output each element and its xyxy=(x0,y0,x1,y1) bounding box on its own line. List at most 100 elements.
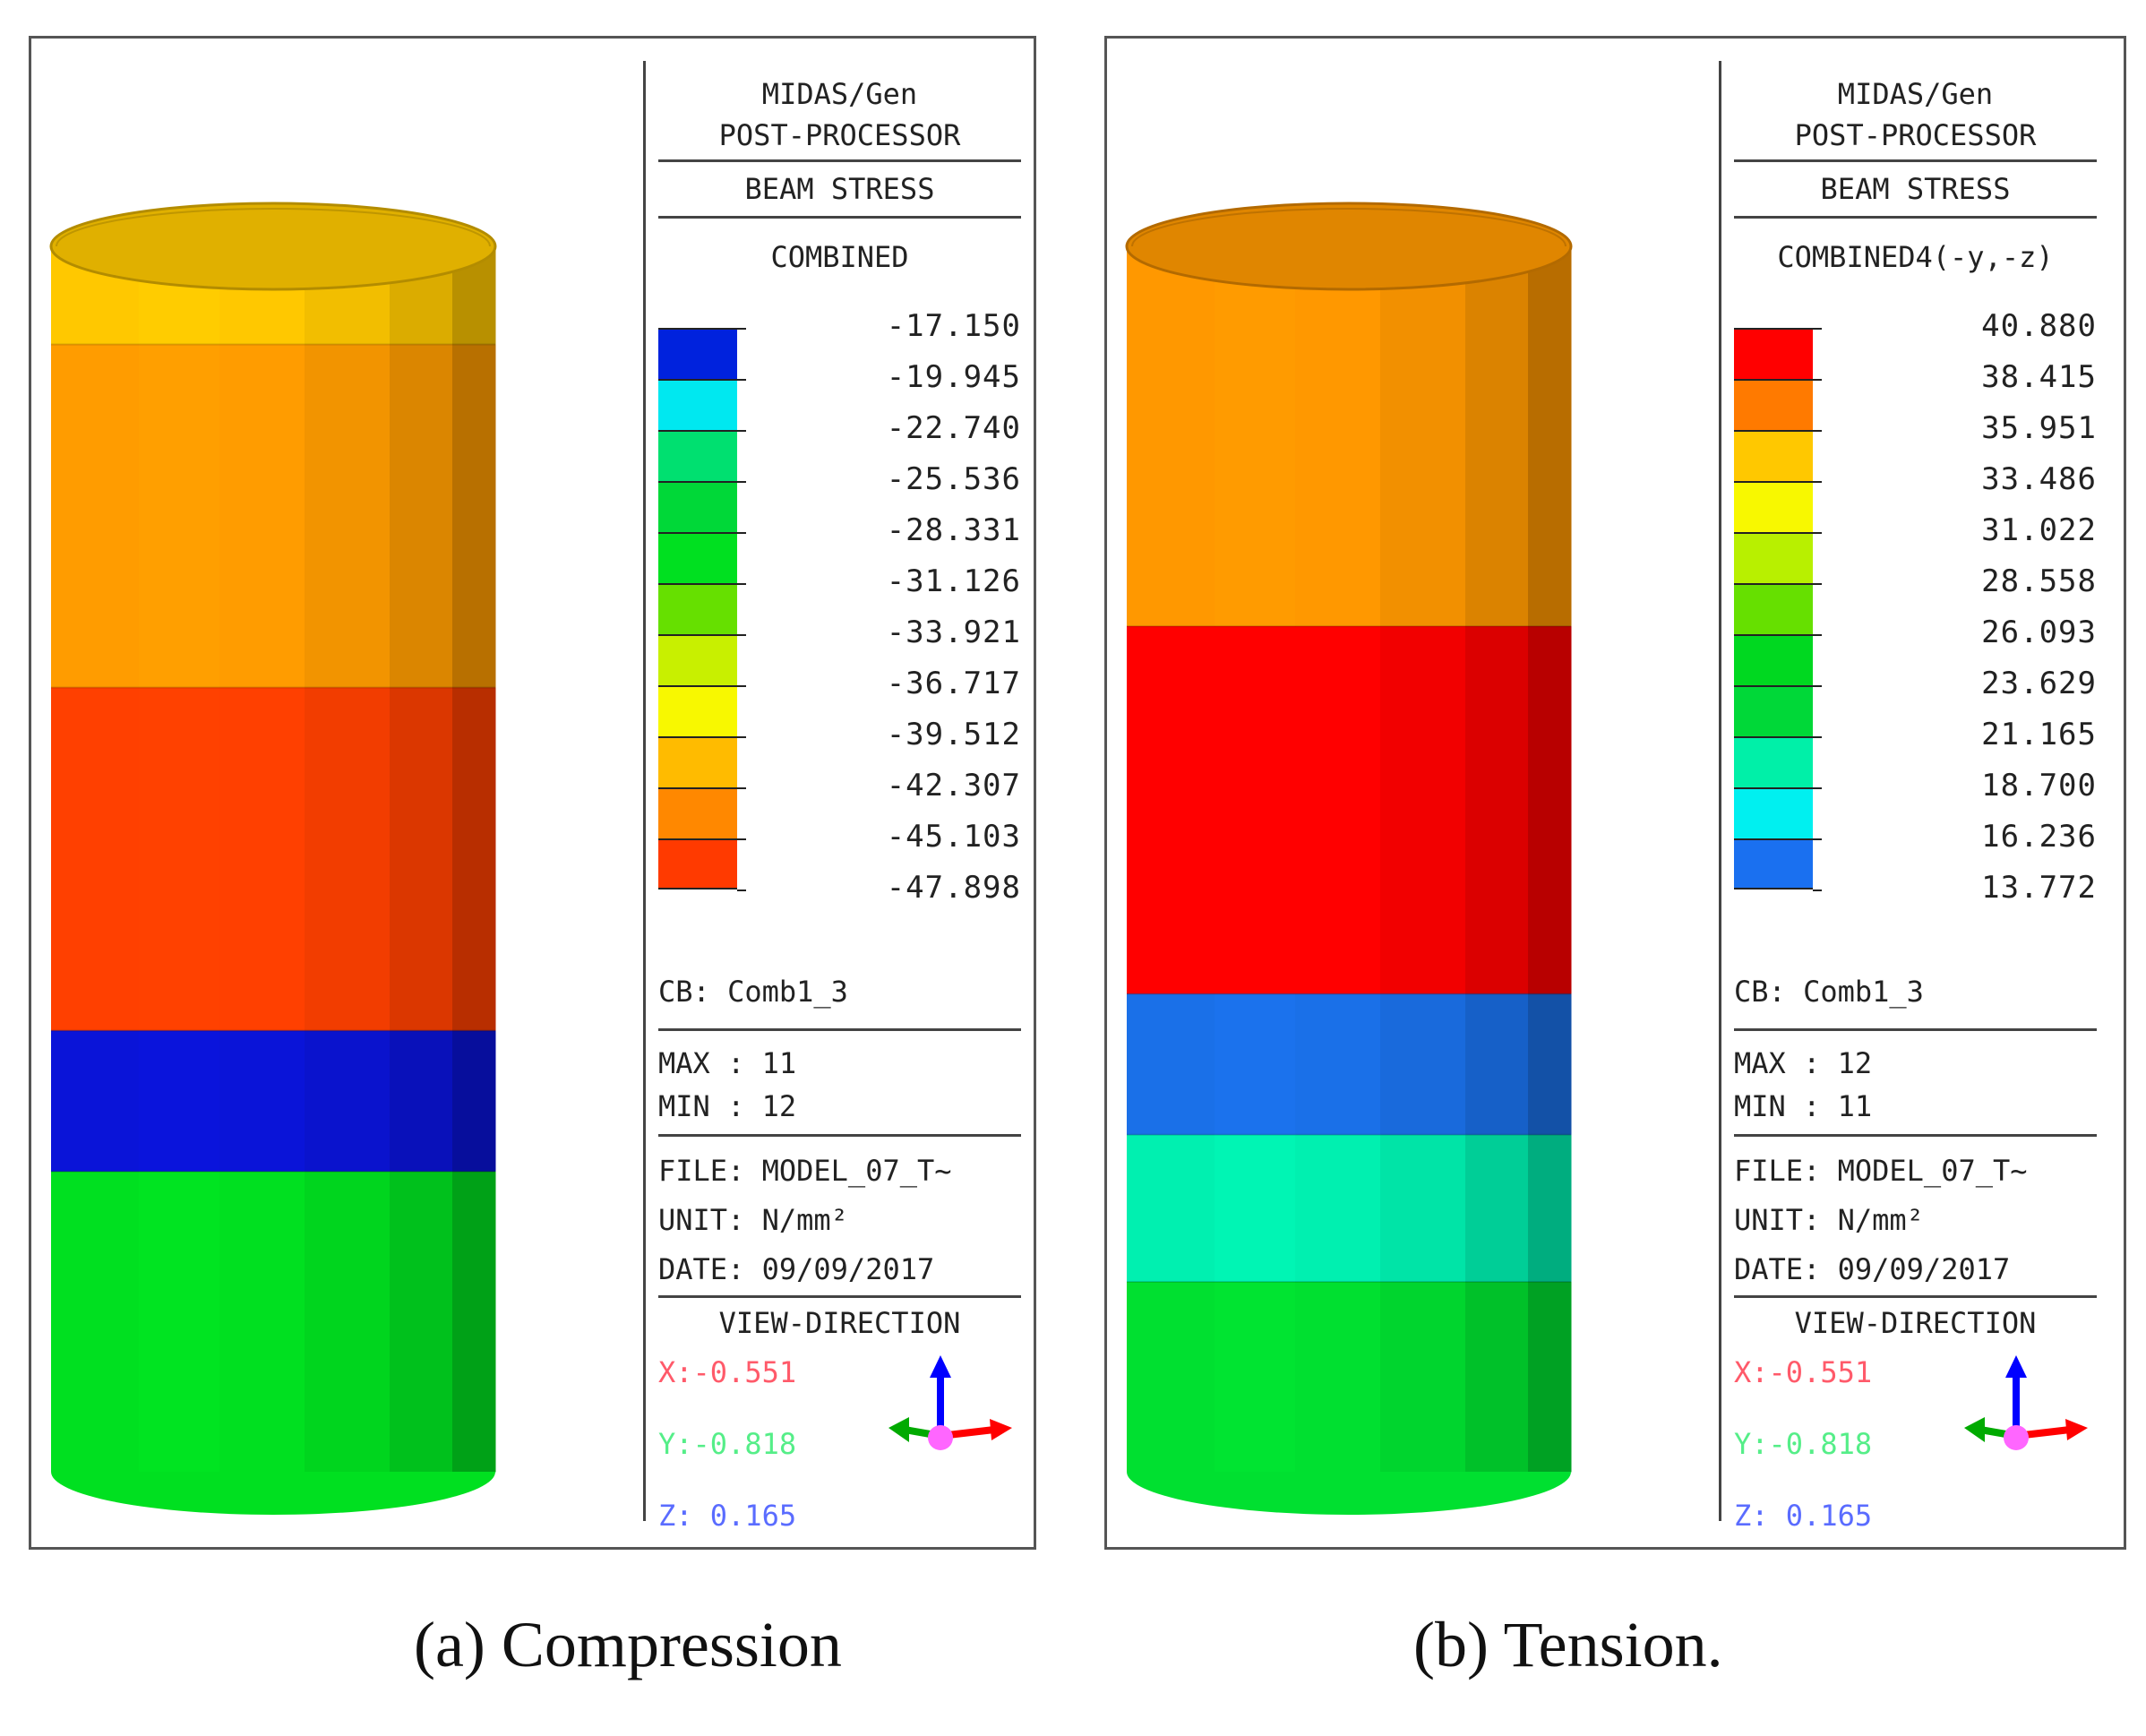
legend-swatch xyxy=(658,685,737,736)
cylinder-band xyxy=(452,687,496,1032)
legend-tick xyxy=(1813,481,1822,483)
view-direction-label: VIEW-DIRECTION xyxy=(1794,1306,2037,1340)
cylinder-band xyxy=(1295,246,1381,627)
cylinder-band xyxy=(51,1030,140,1173)
cylinder-band xyxy=(1528,993,1572,1136)
legend-tick xyxy=(737,736,746,738)
result-type: BEAM STRESS xyxy=(1820,172,2011,206)
legend-value: 16.236 xyxy=(1981,819,2097,855)
panel-tension: MIDAS/Gen POST-PROCESSOR BEAM STRESS COM… xyxy=(1104,36,2126,1550)
color-legend: -17.150 -19.945 -22.740 -25.536 -28.331 -31.1… xyxy=(658,308,1021,910)
legend-value: -17.150 xyxy=(886,308,1021,344)
legend-value: -28.331 xyxy=(886,512,1021,548)
max-element: MAX : 11 xyxy=(658,1046,797,1080)
legend-tick xyxy=(1813,736,1822,738)
legend-tick xyxy=(737,481,746,483)
legend-swatch xyxy=(658,481,737,532)
cylinder-band xyxy=(1465,246,1529,627)
cylinder-band xyxy=(1465,1134,1529,1283)
view-z: Z: 0.165 xyxy=(1734,1499,1873,1533)
legend-tick xyxy=(737,328,746,330)
unit-line: UNIT: N/mm² xyxy=(658,1203,848,1237)
legend-tick xyxy=(1813,379,1822,381)
legend-tick xyxy=(737,532,746,534)
legend-tick xyxy=(1813,583,1822,585)
axes-triad-icon xyxy=(888,1355,1012,1450)
view-direction-label: VIEW-DIRECTION xyxy=(718,1306,961,1340)
legend-tick xyxy=(1813,889,1822,891)
cylinder-band xyxy=(452,1171,496,1473)
divider xyxy=(643,61,646,1521)
legend-value: 26.093 xyxy=(1981,614,2097,650)
legend-value: 23.629 xyxy=(1981,666,2097,701)
legend-tick xyxy=(1813,634,1822,636)
cylinder-band xyxy=(219,1030,305,1173)
result-type: BEAM STRESS xyxy=(744,172,935,206)
legend-value: -31.126 xyxy=(886,563,1021,599)
cylinder-top xyxy=(1125,202,1573,291)
cylinder-top xyxy=(49,202,497,291)
legend-swatch xyxy=(1734,430,1813,481)
color-legend: 40.880 38.415 35.951 33.486 31.022 28.558 26.0… xyxy=(1734,308,2097,910)
cylinder-model xyxy=(49,202,497,1515)
cylinder-band xyxy=(1215,246,1296,627)
cylinder-band xyxy=(1380,246,1466,627)
cylinder-band xyxy=(1465,1281,1529,1473)
legend-swatch xyxy=(658,532,737,583)
cylinder-band xyxy=(1127,246,1215,627)
cylinder-band xyxy=(390,687,453,1032)
unit-line: UNIT: N/mm² xyxy=(1734,1203,1924,1237)
cylinder-band xyxy=(1380,1134,1466,1283)
legend-value: -33.921 xyxy=(886,614,1021,650)
cylinder-band xyxy=(139,344,220,688)
load-case: CB: Comb1_3 xyxy=(1734,975,1924,1009)
legend-tick xyxy=(737,634,746,636)
legend-tick xyxy=(1813,532,1822,534)
legend-swatch xyxy=(1734,787,1813,838)
legend-swatch xyxy=(1734,379,1813,430)
legend-value: -39.512 xyxy=(886,717,1021,752)
cylinder-band xyxy=(219,1171,305,1473)
legend-swatch xyxy=(658,634,737,685)
legend-value: -36.717 xyxy=(886,666,1021,701)
legend-value: -25.536 xyxy=(886,461,1021,497)
min-element: MIN : 11 xyxy=(1734,1089,1873,1123)
software-subtitle: POST-PROCESSOR xyxy=(1794,118,2037,152)
legend-swatch xyxy=(1734,736,1813,787)
cylinder-band xyxy=(1127,993,1215,1136)
cylinder-band xyxy=(51,344,140,688)
legend-tick xyxy=(1813,328,1822,330)
legend-value: -19.945 xyxy=(886,359,1021,395)
legend-tick xyxy=(737,889,746,891)
cylinder-band xyxy=(219,344,305,688)
cylinder-band xyxy=(305,344,391,688)
legend-value: 31.022 xyxy=(1981,512,2097,548)
view-x: X:-0.551 xyxy=(658,1355,797,1389)
cylinder-band xyxy=(1380,993,1466,1136)
legend-value: 35.951 xyxy=(1981,410,2097,446)
legend-swatch xyxy=(658,736,737,787)
legend-value: 40.880 xyxy=(1981,308,2097,344)
cylinder-band xyxy=(390,1030,453,1173)
axes-triad-icon xyxy=(1964,1355,2088,1450)
cylinder-band xyxy=(1528,1281,1572,1473)
date-line: DATE: 09/09/2017 xyxy=(1734,1252,2011,1286)
cylinder-band xyxy=(1465,626,1529,994)
component-label: COMBINED4(-y,-z) xyxy=(1777,240,2054,274)
cylinder-band xyxy=(1528,1134,1572,1283)
legend-swatch xyxy=(1734,583,1813,634)
cylinder-band xyxy=(139,1030,220,1173)
legend-swatch xyxy=(1734,838,1813,889)
legend-tick xyxy=(1813,787,1822,789)
software-title: MIDAS/Gen xyxy=(761,77,918,111)
load-case: CB: Comb1_3 xyxy=(658,975,848,1009)
cylinder-band xyxy=(1465,993,1529,1136)
legend-value: 18.700 xyxy=(1981,768,2097,804)
legend-swatch xyxy=(658,787,737,838)
view-z: Z: 0.165 xyxy=(658,1499,797,1533)
legend-value: 38.415 xyxy=(1981,359,2097,395)
legend-swatch xyxy=(1734,481,1813,532)
caption-tension: (b) Tension. xyxy=(1413,1609,1723,1680)
legend-value: 13.772 xyxy=(1981,870,2097,906)
view-x: X:-0.551 xyxy=(1734,1355,1873,1389)
